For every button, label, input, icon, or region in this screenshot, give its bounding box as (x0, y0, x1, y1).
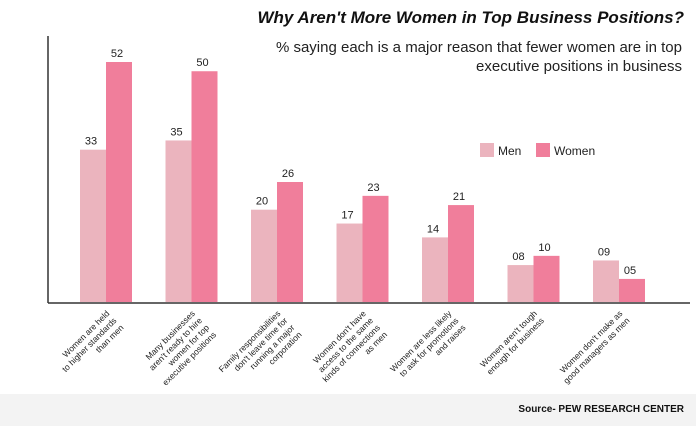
bar-women-7 (619, 278, 645, 302)
bar-men-2 (165, 140, 192, 302)
bar-chart: 33 52 Women are heldto higher standardstha… (47, 36, 690, 395)
value-label-men-4: 17 (341, 210, 353, 222)
value-label-women-1: 52 (111, 48, 123, 60)
category-label-2: Many businessesaren't ready to hirewomen… (139, 308, 218, 387)
bar-women-5 (448, 205, 474, 302)
value-label-women-2: 50 (196, 57, 208, 69)
bar-men-1 (80, 149, 106, 302)
value-label-women-7: 05 (624, 265, 636, 277)
legend-label-women: Women (554, 144, 595, 158)
bar-men-3 (251, 209, 277, 302)
value-label-men-7: 09 (598, 246, 610, 258)
category-label-3: Family responsibilitiesdon't leave time … (217, 308, 304, 395)
bar-women-3 (277, 182, 303, 302)
value-label-men-6: 08 (512, 251, 524, 263)
bar-women-2 (191, 71, 218, 302)
bar-men-7 (593, 260, 619, 302)
chart-subtitle: % saying each is a major reason that few… (275, 39, 682, 75)
category-label-5: Women are less likelyto ask for promotio… (388, 308, 468, 388)
value-label-women-4: 23 (367, 182, 379, 194)
value-label-men-2: 35 (170, 126, 182, 138)
bar-women-1 (106, 62, 132, 302)
value-label-men-5: 14 (427, 223, 439, 235)
value-label-women-6: 10 (538, 242, 550, 254)
legend-label-men: Men (498, 144, 521, 158)
footer-band (0, 394, 696, 426)
category-label-6: Women aren't toughenough for business (478, 308, 546, 376)
bar-men-4 (336, 223, 363, 302)
legend-swatch-men (480, 143, 494, 157)
category-label-1: Women are heldto higher standardsthan me… (53, 308, 126, 381)
bar-women-6 (533, 255, 560, 302)
value-label-men-3: 20 (256, 196, 268, 208)
value-label-men-1: 33 (85, 136, 97, 148)
category-label-7: Women don't make asgood managers as men (554, 308, 631, 385)
bar-women-4 (362, 195, 389, 302)
value-label-women-3: 26 (282, 168, 294, 180)
value-label-women-5: 21 (453, 191, 465, 203)
source-note: Source- PEW RESEARCH CENTER (518, 404, 684, 415)
bar-men-5 (422, 237, 448, 302)
bar-men-6 (507, 265, 534, 302)
category-label-4: Women don't haveaccess to the samekinds … (306, 308, 389, 391)
chart-title: Why Aren't More Women in Top Business Po… (257, 8, 684, 27)
legend-swatch-women (536, 143, 550, 157)
